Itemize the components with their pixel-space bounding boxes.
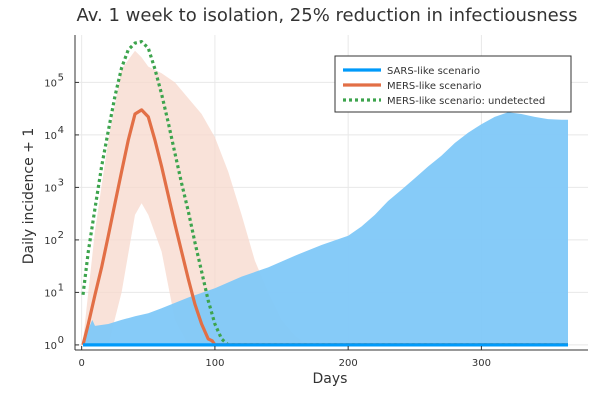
y-tick-label-3: 10 bbox=[44, 183, 57, 194]
y-tick-label-0: 10 bbox=[44, 341, 57, 352]
y-tick-exp-5: 5 bbox=[58, 72, 64, 83]
series-lines bbox=[81, 39, 568, 347]
legend-label-1: MERS-like scenario bbox=[387, 81, 482, 92]
x-tick-label-2: 200 bbox=[339, 358, 358, 369]
legend-label-0: SARS-like scenario bbox=[387, 66, 480, 77]
confidence-bands bbox=[83, 50, 568, 345]
legend: SARS-like scenario MERS-like scenario MERS… bbox=[334, 55, 572, 113]
y-tick-exp-3: 3 bbox=[58, 177, 64, 188]
band-series-0 bbox=[83, 112, 568, 345]
x-tick-label-0: 0 bbox=[78, 358, 84, 369]
y-tick-exp-2: 2 bbox=[58, 230, 64, 241]
y-tick-label-5: 10 bbox=[44, 78, 57, 89]
x-tick-label-1: 100 bbox=[205, 358, 224, 369]
y-tick-exp-1: 1 bbox=[58, 282, 64, 293]
y-tick-label-4: 10 bbox=[44, 131, 57, 142]
chart-title: Av. 1 week to isolation, 25% reduction i… bbox=[77, 5, 578, 26]
line-series-1 bbox=[81, 108, 568, 347]
y-tick-label-2: 10 bbox=[44, 236, 57, 247]
y-tick-exp-0: 0 bbox=[58, 335, 64, 346]
x-tick-label-3: 300 bbox=[472, 358, 491, 369]
x-axis-label: Days bbox=[313, 371, 348, 387]
legend-label-2: MERS-like scenario: undetected bbox=[387, 96, 545, 107]
y-tick-exp-4: 4 bbox=[58, 125, 64, 136]
band-series-1 bbox=[83, 50, 309, 345]
y-tick-label-1: 10 bbox=[44, 288, 57, 299]
y-axis-label: Daily incidence + 1 bbox=[21, 128, 37, 264]
